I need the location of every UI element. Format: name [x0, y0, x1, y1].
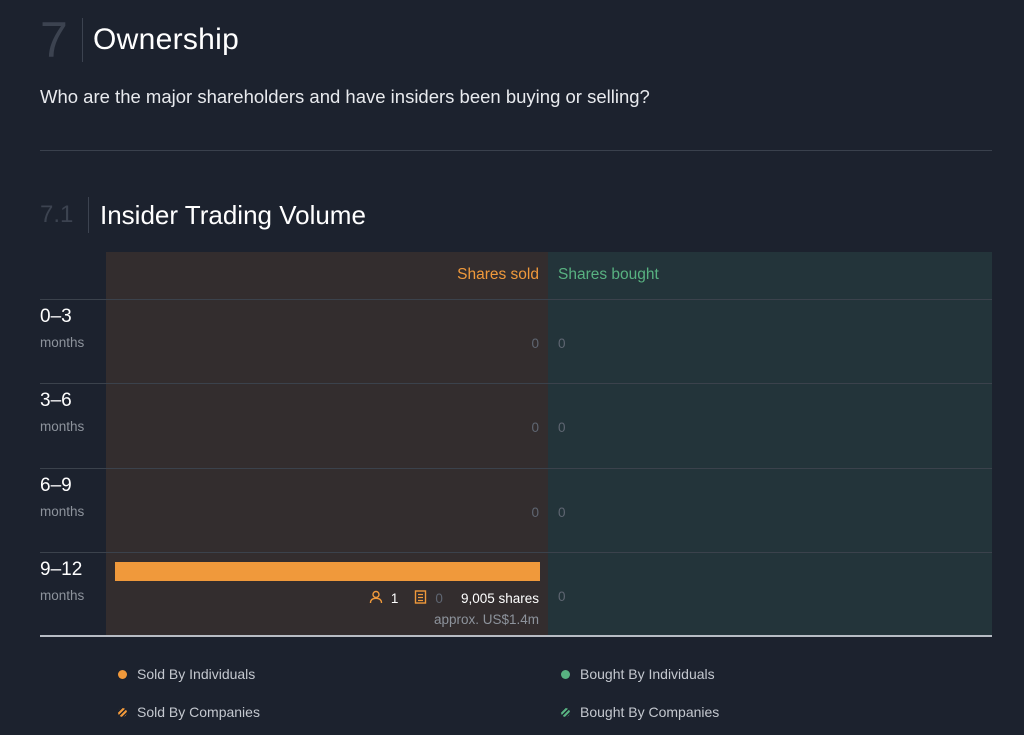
sold-value: 0: [531, 505, 539, 520]
companies-count: 0: [435, 591, 443, 606]
period-label: 0–3: [40, 306, 72, 327]
bought-value: 0: [558, 336, 566, 351]
subsection-divider: [88, 197, 89, 233]
period-label: 6–9: [40, 475, 72, 496]
horizontal-rule: [40, 150, 992, 151]
period-unit: months: [40, 504, 85, 519]
legend-sold-individuals: Sold By Individuals: [118, 666, 255, 682]
sold-value: 0: [531, 336, 539, 351]
row-divider: [40, 468, 992, 469]
period-unit: months: [40, 588, 85, 603]
legend-sold-companies: Sold By Companies: [118, 704, 260, 720]
legend-label: Bought By Companies: [580, 704, 720, 720]
bought-value: 0: [558, 589, 566, 604]
person-icon: [369, 590, 383, 607]
period-label: 3–6: [40, 390, 72, 411]
section-number: 7: [40, 12, 68, 68]
subsection-header: 7.1 Insider Trading Volume: [40, 196, 366, 234]
insider-trading-chart: Shares sold Shares bought 0–3 months 0 0…: [40, 252, 992, 637]
section-divider: [82, 18, 83, 62]
shares-sold-header: Shares sold: [457, 266, 539, 283]
shares-amount: 9,005 shares: [460, 591, 539, 606]
bought-column-background: [548, 252, 992, 636]
chart-row: 3–6 months 0 0: [40, 384, 992, 468]
legend-bought-individuals: Bought By Individuals: [561, 666, 715, 682]
bar-detail: 1 0 9,005 shares: [106, 590, 539, 607]
legend-label: Sold By Individuals: [137, 666, 256, 682]
sold-value: 0: [531, 420, 539, 435]
striped-dot-icon: [561, 707, 570, 717]
period-unit: months: [40, 419, 85, 434]
approx-value: approx. US$1.4m: [433, 612, 539, 627]
period-unit: months: [40, 335, 85, 350]
row-divider: [40, 299, 992, 300]
legend-label: Sold By Companies: [137, 704, 260, 720]
row-divider: [40, 552, 992, 553]
solid-dot-icon: [561, 669, 570, 679]
individuals-count: 1: [390, 591, 399, 606]
subsection-title: Insider Trading Volume: [100, 199, 366, 230]
section-question: Who are the major shareholders and have …: [40, 86, 650, 107]
chart-baseline: [40, 635, 992, 637]
legend-label: Bought By Individuals: [580, 666, 715, 682]
building-icon: [414, 590, 427, 607]
row-divider: [40, 383, 992, 384]
chart-row: 9–12 months 1 0 9,005 shares approx. US$…: [40, 553, 992, 637]
striped-dot-icon: [118, 707, 127, 717]
section-title: Ownership: [93, 23, 240, 56]
section-header: 7 Ownership: [40, 10, 239, 70]
shares-sold-bar[interactable]: [115, 562, 540, 581]
legend-bought-companies: Bought By Companies: [561, 704, 719, 720]
chart-row: 6–9 months 0 0: [40, 469, 992, 553]
bought-value: 0: [558, 420, 566, 435]
bought-value: 0: [558, 505, 566, 520]
period-label: 9–12: [40, 559, 83, 580]
shares-bought-header: Shares bought: [558, 266, 659, 283]
subsection-number: 7.1: [40, 201, 74, 228]
chart-row: 0–3 months 0 0: [40, 300, 992, 384]
solid-dot-icon: [118, 669, 127, 679]
